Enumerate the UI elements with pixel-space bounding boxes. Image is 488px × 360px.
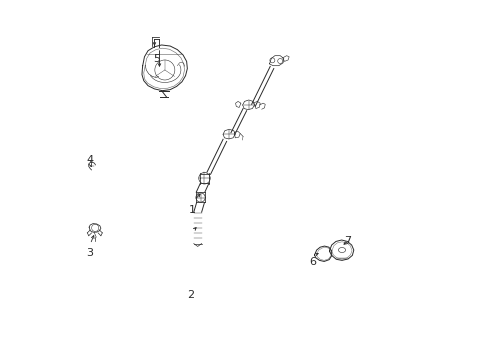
Text: 1: 1 [189,205,196,215]
Text: 2: 2 [186,290,193,300]
Text: 5: 5 [153,54,160,64]
Text: 7: 7 [344,236,351,246]
Text: 3: 3 [86,248,94,258]
Text: 4: 4 [86,156,94,165]
Text: 6: 6 [308,257,315,267]
